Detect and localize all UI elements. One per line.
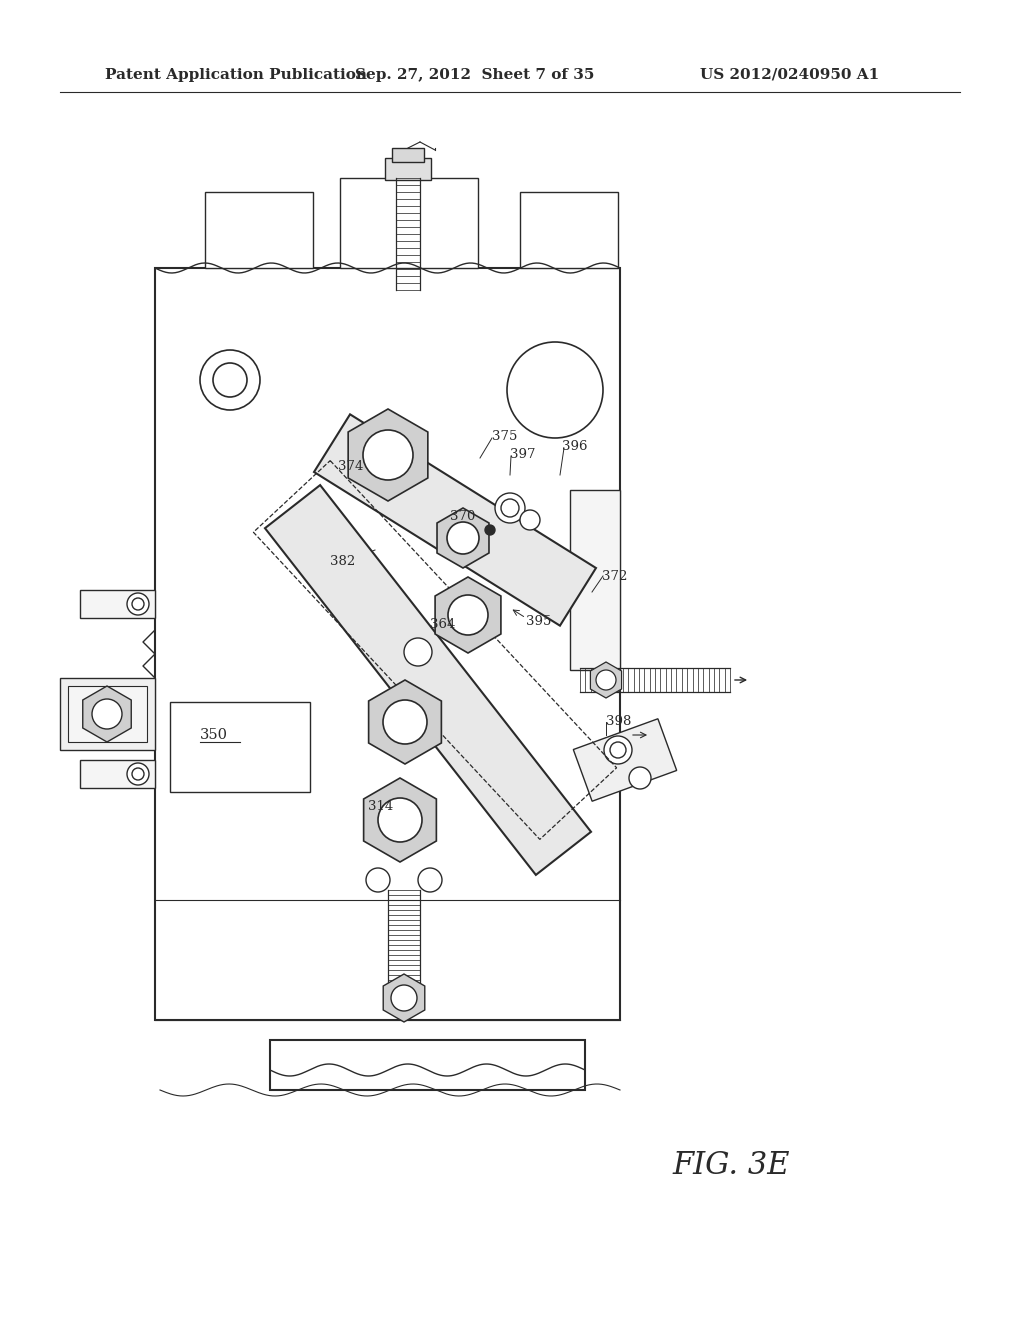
Circle shape <box>200 350 260 411</box>
Circle shape <box>449 595 488 635</box>
Text: 398: 398 <box>606 715 632 729</box>
Polygon shape <box>83 686 131 742</box>
Circle shape <box>447 521 479 554</box>
Text: 396: 396 <box>562 440 588 453</box>
Text: 372: 372 <box>602 570 628 583</box>
Polygon shape <box>364 777 436 862</box>
Bar <box>68 686 147 742</box>
Text: 314: 314 <box>368 800 393 813</box>
Circle shape <box>127 593 150 615</box>
Text: US 2012/0240950 A1: US 2012/0240950 A1 <box>700 69 880 82</box>
Circle shape <box>404 638 432 667</box>
Text: 397: 397 <box>510 447 536 461</box>
Circle shape <box>604 737 632 764</box>
Bar <box>340 178 478 268</box>
Circle shape <box>92 700 122 729</box>
Circle shape <box>485 525 495 535</box>
Circle shape <box>629 767 651 789</box>
Text: 350: 350 <box>200 729 228 742</box>
Text: Patent Application Publication: Patent Application Publication <box>105 69 367 82</box>
Circle shape <box>596 671 616 690</box>
Circle shape <box>378 799 422 842</box>
Bar <box>80 760 155 788</box>
Text: 395: 395 <box>526 615 551 628</box>
Text: 374: 374 <box>338 459 364 473</box>
Polygon shape <box>573 719 677 801</box>
Circle shape <box>132 598 144 610</box>
Bar <box>270 1040 585 1090</box>
Circle shape <box>520 510 540 531</box>
Circle shape <box>132 768 144 780</box>
Bar <box>385 158 431 180</box>
Bar <box>520 191 618 268</box>
Bar <box>392 148 424 162</box>
Circle shape <box>383 700 427 744</box>
Bar <box>155 268 620 1020</box>
Circle shape <box>495 492 525 523</box>
Polygon shape <box>383 974 425 1022</box>
Circle shape <box>366 869 390 892</box>
Circle shape <box>391 985 417 1011</box>
Bar <box>170 702 310 792</box>
Circle shape <box>610 742 626 758</box>
Circle shape <box>507 342 603 438</box>
Circle shape <box>127 763 150 785</box>
Polygon shape <box>314 414 596 626</box>
Circle shape <box>362 430 413 480</box>
Polygon shape <box>437 508 489 568</box>
Text: 382: 382 <box>330 554 355 568</box>
Circle shape <box>501 499 519 517</box>
Text: 375: 375 <box>492 430 517 444</box>
Polygon shape <box>348 409 428 502</box>
Text: 364: 364 <box>430 618 456 631</box>
Bar <box>570 490 620 671</box>
Polygon shape <box>591 663 622 698</box>
Text: FIG. 3E: FIG. 3E <box>672 1150 790 1181</box>
Bar <box>80 590 155 618</box>
Bar <box>205 191 313 268</box>
Text: 370: 370 <box>450 510 475 523</box>
Text: Sep. 27, 2012  Sheet 7 of 35: Sep. 27, 2012 Sheet 7 of 35 <box>355 69 594 82</box>
Circle shape <box>213 363 247 397</box>
Bar <box>60 678 155 750</box>
Circle shape <box>418 869 442 892</box>
Polygon shape <box>435 577 501 653</box>
Polygon shape <box>369 680 441 764</box>
Polygon shape <box>265 484 591 875</box>
